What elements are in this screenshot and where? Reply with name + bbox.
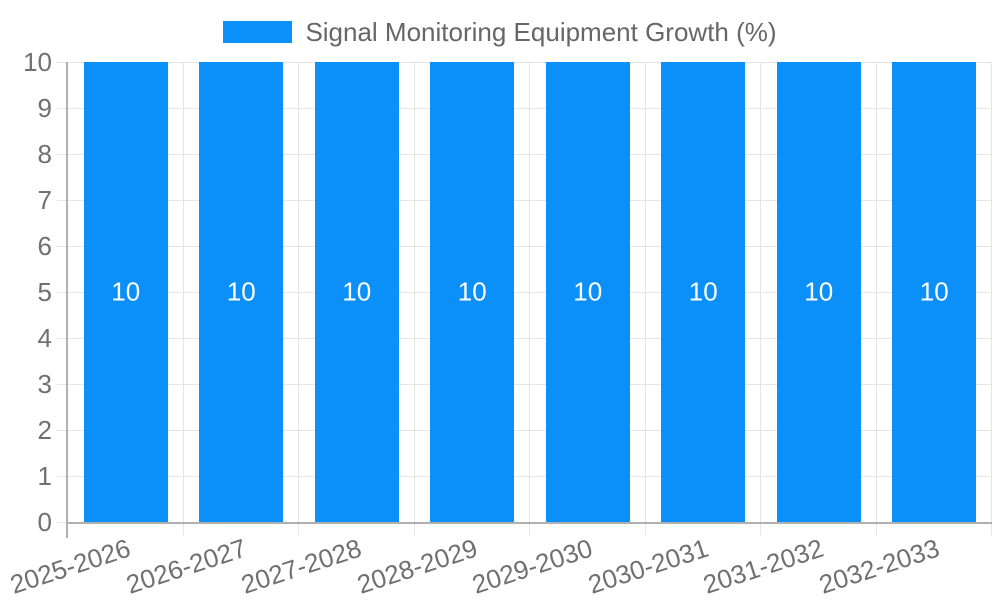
bar-value-label: 10 bbox=[804, 276, 834, 307]
h-gridline bbox=[57, 338, 992, 339]
chart-legend: Signal Monitoring Equipment Growth (%) bbox=[0, 17, 1000, 47]
x-tick-label: 2026-2027 bbox=[122, 532, 250, 600]
y-axis: 0 1 2 3 4 5 6 7 8 9 10 bbox=[23, 49, 992, 535]
category-cell: 10 bbox=[877, 62, 993, 522]
bar-value-label: 10 bbox=[111, 276, 141, 307]
y-tick-label: 4 bbox=[37, 323, 52, 353]
category-cell: 10 bbox=[415, 62, 531, 522]
category-cell: 10 bbox=[646, 62, 762, 522]
bar[interactable]: 10 bbox=[776, 62, 861, 522]
legend-swatch-icon bbox=[223, 21, 293, 43]
h-gridline bbox=[57, 384, 992, 385]
y-tick-label: 10 bbox=[23, 47, 52, 77]
y-axis-line bbox=[66, 62, 68, 538]
bar[interactable]: 10 bbox=[661, 62, 746, 522]
category-cell: 10 bbox=[530, 62, 646, 522]
v-gridline bbox=[413, 62, 415, 535]
category-cell: 10 bbox=[184, 62, 300, 522]
y-tick-label: 3 bbox=[37, 369, 52, 399]
bar-value-label: 10 bbox=[919, 276, 949, 307]
category-cell: 10 bbox=[299, 62, 415, 522]
h-gridline bbox=[57, 62, 992, 63]
h-gridline bbox=[57, 476, 992, 477]
x-tick-label: 2032-2033 bbox=[815, 532, 943, 600]
grid-layer bbox=[57, 62, 992, 535]
y-tick-label: 8 bbox=[37, 139, 52, 169]
y-tick-label: 0 bbox=[37, 507, 52, 537]
x-tick-label: 2031-2032 bbox=[699, 532, 828, 600]
plot-area: 10 10 10 10 10 10 10 10 0 1 2 3 4 5 6 7 8 9 10 2025-2026 2… bbox=[7, 49, 992, 600]
bar-value-label: 10 bbox=[342, 276, 372, 307]
x-axis-line bbox=[68, 522, 992, 524]
v-gridline bbox=[760, 62, 761, 535]
bar-value-label: 10 bbox=[226, 276, 256, 307]
bar[interactable]: 10 bbox=[83, 62, 168, 522]
y-tick-label: 5 bbox=[37, 277, 52, 307]
h-gridline bbox=[57, 430, 992, 431]
bars-layer: 10 10 10 10 10 10 10 10 bbox=[68, 62, 992, 522]
bar-value-label: 10 bbox=[688, 276, 718, 307]
legend-item[interactable]: Signal Monitoring Equipment Growth (%) bbox=[223, 17, 777, 47]
bar-value-label: 10 bbox=[573, 276, 603, 307]
category-cell: 10 bbox=[68, 62, 184, 522]
bar-value-label: 10 bbox=[457, 276, 487, 307]
bar[interactable]: 10 bbox=[892, 62, 977, 522]
h-gridline bbox=[57, 200, 992, 201]
bar[interactable]: 10 bbox=[199, 62, 284, 522]
y-tick-label: 7 bbox=[37, 185, 52, 215]
v-gridline bbox=[875, 62, 877, 535]
h-gridline bbox=[57, 108, 992, 109]
y-tick-label: 6 bbox=[37, 231, 52, 261]
legend-label: Signal Monitoring Equipment Growth (%) bbox=[305, 17, 777, 47]
bar[interactable]: 10 bbox=[314, 62, 399, 522]
x-tick-label: 2028-2029 bbox=[353, 532, 481, 600]
v-gridline bbox=[182, 62, 184, 535]
y-tick-label: 9 bbox=[37, 93, 52, 123]
v-gridline bbox=[298, 62, 299, 535]
v-gridline bbox=[644, 62, 646, 535]
h-gridline bbox=[57, 246, 992, 247]
v-gridline bbox=[991, 62, 992, 535]
x-tick-label: 2029-2030 bbox=[468, 532, 597, 600]
bar[interactable]: 10 bbox=[545, 62, 630, 522]
v-gridline bbox=[529, 62, 530, 535]
x-tick-label: 2027-2028 bbox=[237, 532, 366, 600]
y-tick-label: 2 bbox=[37, 415, 52, 445]
x-tick-label: 2030-2031 bbox=[584, 532, 712, 600]
x-axis: 2025-2026 2026-2027 2027-2028 2028-2029 2029… bbox=[7, 62, 992, 600]
y-tick-label: 1 bbox=[37, 461, 52, 491]
h-gridline bbox=[57, 154, 992, 155]
x-tick-label: 2025-2026 bbox=[6, 532, 135, 600]
category-cell: 10 bbox=[761, 62, 877, 522]
bar[interactable]: 10 bbox=[430, 62, 515, 522]
h-gridline bbox=[57, 292, 992, 293]
